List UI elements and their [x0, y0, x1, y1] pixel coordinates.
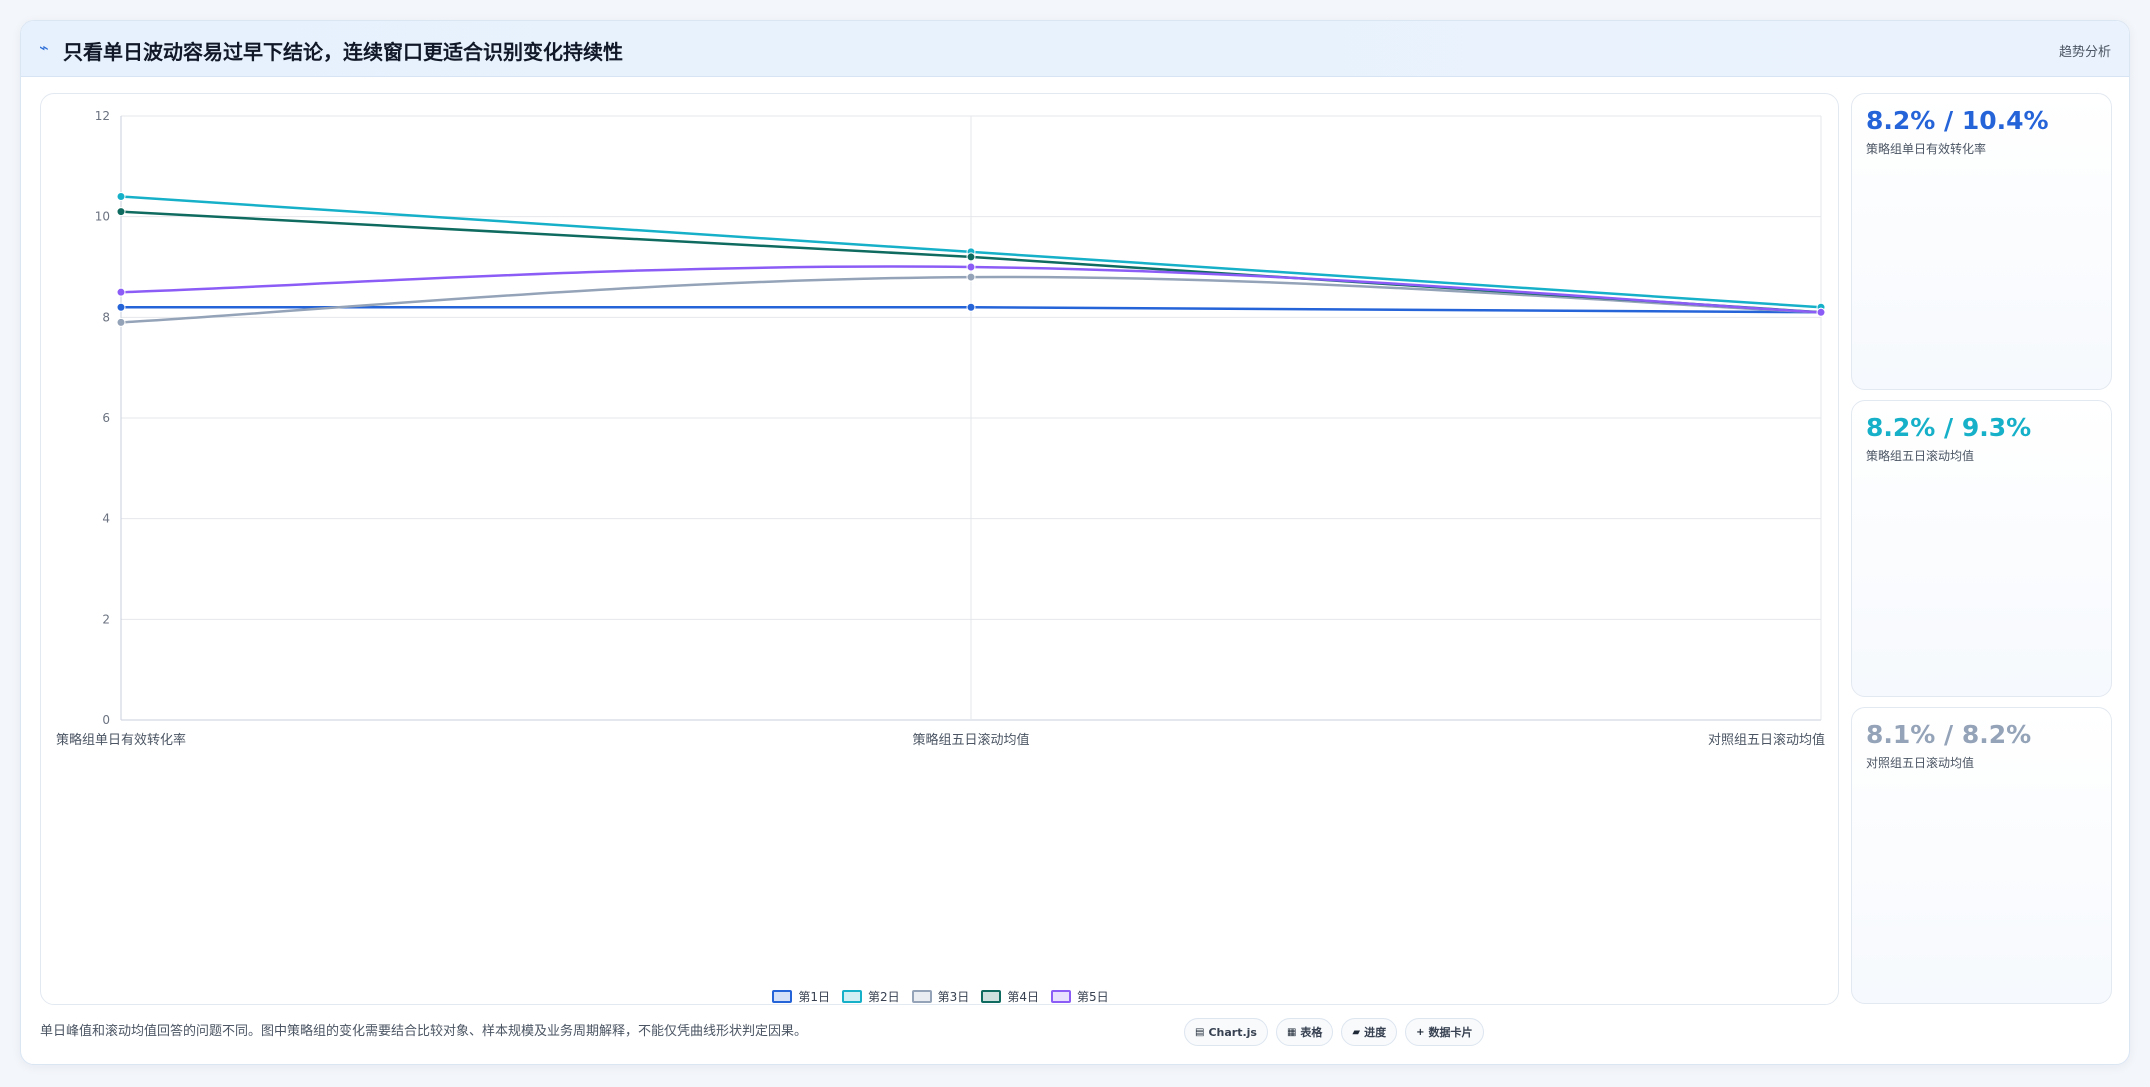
legend-label: 第2日	[868, 989, 900, 1004]
footer-note: 单日峰值和滚动均值回答的问题不同。图中策略组的变化需要结合比较对象、样本规模及业…	[40, 1024, 808, 1039]
kpi-label: 对照组五日滚动均值	[1866, 756, 1975, 770]
line-chart: 0 2 4 6 8 10 12 策略组单日有效转化率 策略组五日滚动均值 对照组五日滚动均值	[56, 109, 1826, 748]
legend-label: 第5日	[1076, 989, 1109, 1004]
data-point	[1816, 307, 1826, 317]
kpi-card-rolling-strategy: 8.2% / 9.3% 策略组五日滚动均值	[1851, 400, 2112, 697]
tag-label: 进度	[1364, 1026, 1387, 1039]
footer-tags: ▤ Chart.js ▦ 表格 ▰ 进度 + 数据卡片	[1184, 1018, 1484, 1046]
tag-table[interactable]: ▦ 表格	[1275, 1018, 1334, 1046]
card-icon: +	[1416, 1026, 1425, 1038]
legend-label: 第3日	[937, 989, 970, 1004]
dashboard-card: ⌁ 只看单日波动容易过早下结论，连续窗口更适合识别变化持续性 趋势分析 0 2 4 6…	[20, 20, 2130, 1065]
tag-chartjs[interactable]: ▤ Chart.js	[1184, 1018, 1268, 1046]
chart-legend: 第1日 第2日 第3日 第4日 第5日	[41, 986, 1840, 1006]
legend-item[interactable]: 第1日	[772, 986, 830, 1006]
kpi-value: 8.2% / 10.4%	[1866, 106, 2049, 135]
legend-swatch	[981, 989, 1002, 1003]
legend-swatch	[911, 989, 932, 1003]
tag-label: 表格	[1300, 1026, 1323, 1039]
x-tick-label: 对照组五日滚动均值	[1708, 732, 1825, 748]
kpi-label: 策略组单日有效转化率	[1866, 142, 1987, 156]
tag-label: 数据卡片	[1428, 1026, 1473, 1039]
y-tick-label: 12	[95, 109, 110, 123]
legend-swatch	[772, 989, 793, 1003]
y-tick-label: 0	[102, 713, 110, 727]
kpi-card-rolling-control: 8.1% / 8.2% 对照组五日滚动均值	[1851, 707, 2112, 1004]
data-point	[116, 317, 126, 327]
data-point	[116, 207, 126, 217]
data-point	[116, 192, 126, 202]
table-icon: ▦	[1286, 1026, 1297, 1038]
y-tick-label: 4	[102, 512, 110, 526]
tag-label: Chart.js	[1208, 1025, 1257, 1039]
data-point	[116, 287, 126, 297]
x-tick-label: 策略组单日有效转化率	[56, 732, 186, 748]
legend-item[interactable]: 第2日	[842, 986, 900, 1006]
data-point	[966, 262, 976, 272]
tag-progress[interactable]: ▰ 进度	[1341, 1018, 1398, 1046]
y-tick-label: 10	[95, 210, 110, 224]
y-tick-label: 2	[102, 612, 110, 626]
legend-label: 第4日	[1007, 989, 1039, 1004]
kpi-card-daily: 8.2% / 10.4% 策略组单日有效转化率	[1851, 93, 2112, 390]
chart-icon: ▤	[1195, 1026, 1205, 1038]
legend-label: 第1日	[798, 989, 831, 1004]
kpi-value: 8.2% / 9.3%	[1866, 413, 2032, 442]
x-tick-label: 策略组五日滚动均值	[912, 732, 1029, 748]
trend-icon: ⌁	[39, 38, 49, 57]
legend-item[interactable]: 第5日	[1050, 986, 1109, 1006]
kpi-value: 8.1% / 8.2%	[1866, 720, 2032, 749]
data-point	[966, 252, 976, 262]
data-point	[116, 302, 126, 312]
chart-panel: 0 2 4 6 8 10 12 策略组单日有效转化率 策略组五日滚动均值 对照组五日滚动均值 第1…	[40, 93, 1839, 1005]
page-title: 只看单日波动容易过早下结论，连续窗口更适合识别变化持续性	[63, 40, 623, 64]
category-tag: 趋势分析	[2058, 45, 2111, 60]
kpi-label: 策略组五日滚动均值	[1866, 449, 1975, 463]
legend-item[interactable]: 第3日	[911, 986, 970, 1006]
tag-data-card[interactable]: + 数据卡片	[1405, 1018, 1484, 1046]
legend-swatch	[842, 989, 863, 1003]
legend-item[interactable]: 第4日	[981, 986, 1039, 1006]
y-tick-label: 6	[102, 411, 110, 425]
y-tick-label: 8	[102, 310, 110, 324]
card-header: ⌁ 只看单日波动容易过早下结论，连续窗口更适合识别变化持续性 趋势分析	[21, 21, 2129, 77]
data-point	[966, 272, 976, 282]
legend-swatch	[1050, 989, 1071, 1003]
progress-icon: ▰	[1352, 1026, 1361, 1038]
data-point	[966, 302, 976, 312]
